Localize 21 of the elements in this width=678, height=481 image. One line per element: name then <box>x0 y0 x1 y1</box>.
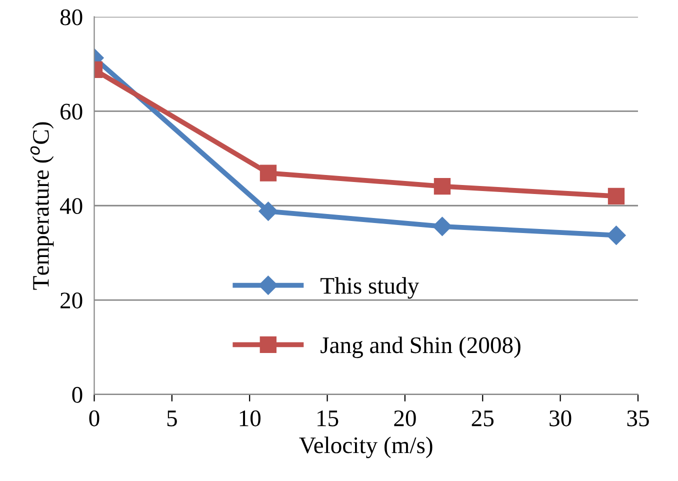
x-axis-title: Velocity (m/s) <box>299 436 432 458</box>
x-tick-label: 5 <box>167 410 177 426</box>
point <box>606 226 626 245</box>
point <box>608 188 625 205</box>
x-tick-label: 35 <box>627 410 649 426</box>
point <box>432 216 452 236</box>
x-tick-label: 15 <box>318 410 338 426</box>
x-tick-label: 10 <box>240 410 261 426</box>
y-tick-label: 60 <box>60 104 82 120</box>
point <box>434 178 451 195</box>
y-tick-label: 40 <box>60 198 82 214</box>
legend-label: This study <box>320 277 420 299</box>
x-tick-label: 20 <box>394 410 416 426</box>
x-tick-label: 30 <box>550 410 572 426</box>
y-tick-label: 80 <box>60 9 82 26</box>
legend-label: Jang and Shin (2008) <box>320 336 520 358</box>
y-tick-label: 0 <box>72 386 82 403</box>
x-tick-label: 25 <box>472 410 494 426</box>
y-axis-title: Temperature ($^{o}$C) <box>30 122 54 290</box>
y-tick-label: 20 <box>60 292 82 308</box>
x-tick-label: 0 <box>89 410 100 426</box>
